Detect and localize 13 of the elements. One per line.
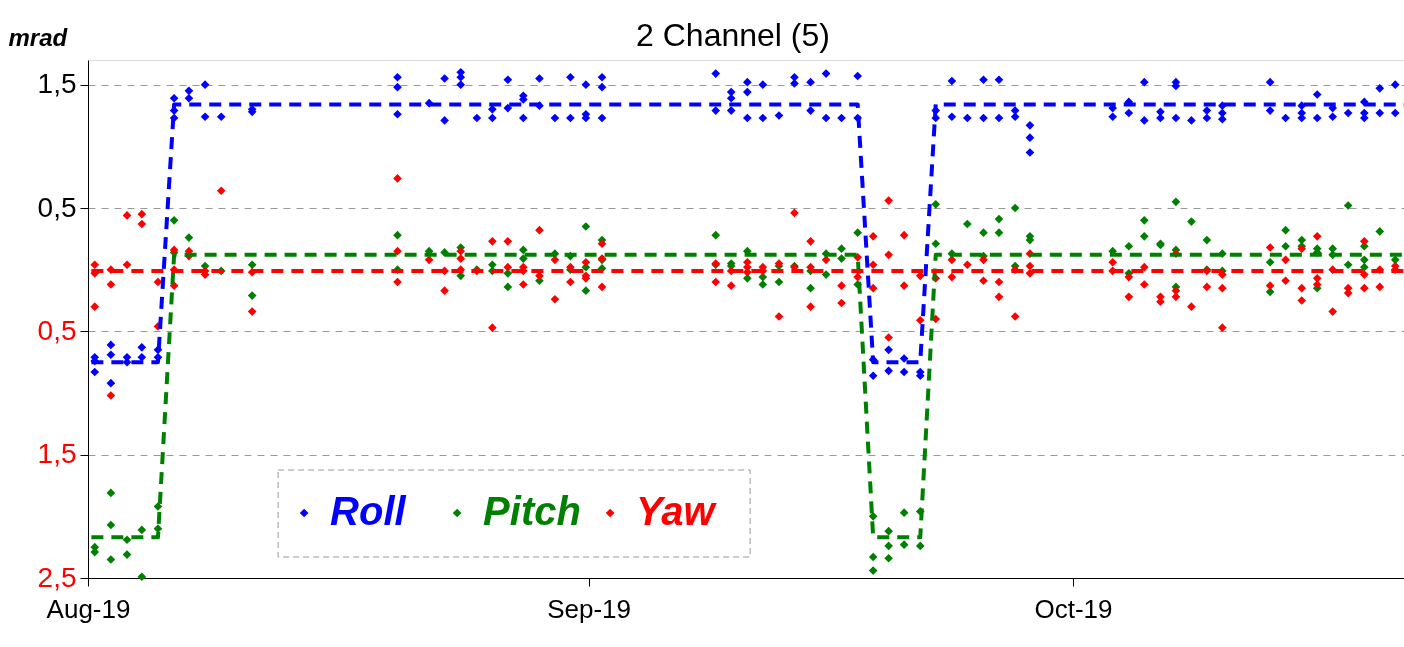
legend-label: Pitch [483, 489, 581, 533]
x-tick-label: Sep-19 [547, 593, 631, 624]
y-tick-label: 0,5 [37, 191, 77, 223]
chart-title: 2 Channel (5) [636, 17, 830, 53]
y-tick-label: 1,5 [37, 438, 77, 470]
x-tick-label: Aug-19 [46, 593, 131, 624]
y-axis-title: mrad [8, 23, 69, 51]
y-tick-label: 0,5 [37, 314, 77, 346]
y-tick-label: 2,5 [37, 561, 77, 593]
legend-label: Roll [330, 489, 407, 533]
x-tick-label: Oct-19 [1034, 593, 1113, 624]
legend-label: Yaw [636, 489, 718, 533]
y-tick-label: 1,5 [37, 68, 77, 100]
